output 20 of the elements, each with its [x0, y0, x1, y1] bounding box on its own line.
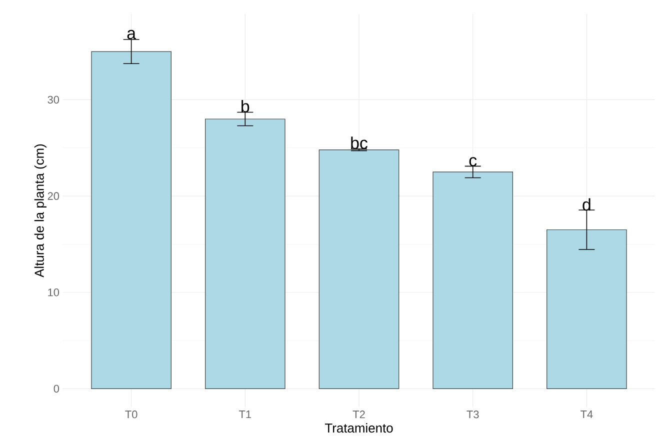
bar [205, 118, 286, 389]
x-tick-label: T0 [125, 410, 138, 418]
annotation: c [469, 157, 477, 166]
annotation: d [582, 198, 590, 211]
y-tick-label: 10 [48, 288, 60, 296]
annotation: b [242, 100, 250, 112]
x-tick-label: T1 [239, 410, 252, 418]
bar [432, 172, 513, 389]
bar [318, 150, 400, 389]
y-axis-title: Altura de la planta (cm) [34, 144, 46, 278]
y-tick-label: 0 [54, 384, 60, 393]
x-tick-label: T4 [580, 410, 593, 418]
bar [91, 51, 172, 389]
x-tick-label: T2 [352, 410, 365, 418]
y-tick-label: 30 [48, 96, 60, 104]
bar [546, 229, 627, 389]
y-tick-label: 20 [48, 192, 60, 200]
x-axis-title: Tratamiento [324, 423, 393, 433]
annotation: a [127, 30, 136, 40]
x-tick-label: T3 [466, 410, 479, 418]
